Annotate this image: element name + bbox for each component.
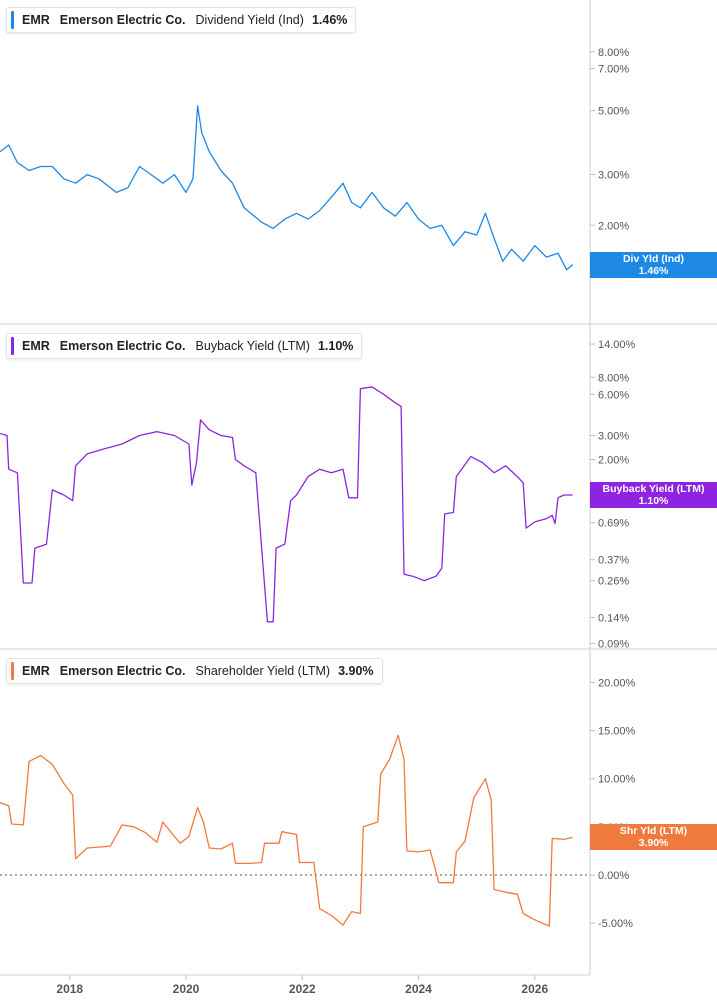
legend-value: 1.46% (311, 13, 348, 27)
legend-value: 3.90% (338, 664, 374, 678)
legend-value: 1.10% (317, 339, 354, 353)
legend-company: Emerson Electric Co. (59, 664, 186, 678)
last-value-badge-buyback: Buyback Yield (LTM) 1.10% (590, 482, 717, 509)
series-line-shareholder (0, 734, 573, 927)
badge-label: Shr Yld (LTM) (619, 825, 688, 838)
y-tick-label: 10.00% (598, 774, 636, 786)
badge-value: 1.10% (638, 495, 669, 508)
x-tick-label: 2018 (56, 982, 83, 996)
legend-buyback-yield: EMR Emerson Electric Co. Buyback Yield (… (6, 333, 363, 359)
y-tick-label: 0.26% (598, 576, 629, 588)
y-tick-label: 14.00% (598, 339, 636, 351)
y-tick-label: 0.69% (598, 518, 629, 530)
series-color-swatch (11, 11, 14, 29)
x-tick-label: 2020 (173, 982, 200, 996)
y-tick-label: 8.00% (598, 372, 629, 384)
legend-dividend-yield: EMR Emerson Electric Co. Dividend Yield … (6, 7, 357, 33)
series-line-buyback (0, 386, 573, 623)
badge-value: 1.46% (638, 264, 669, 277)
badge-label: Div Yld (Ind) (622, 252, 685, 265)
legend-ticker: EMR (22, 664, 50, 678)
y-tick-label: 0.37% (598, 555, 629, 567)
y-tick-label: 0.00% (598, 870, 629, 882)
y-tick-label: 8.00% (598, 47, 629, 59)
y-tick-label: 3.00% (598, 430, 629, 442)
badge-label: Buyback Yield (LTM) (602, 483, 705, 496)
y-tick-label: -5.00% (598, 918, 633, 930)
x-tick-label: 2024 (405, 982, 432, 996)
legend-metric: Dividend Yield (Ind) (195, 13, 304, 27)
y-tick-label: 2.00% (598, 220, 629, 232)
y-tick-label: 2.00% (598, 455, 629, 467)
y-tick-label: 7.00% (598, 64, 629, 76)
legend-ticker: EMR (22, 339, 50, 353)
series-color-swatch (11, 662, 14, 680)
last-value-badge-dividend: Div Yld (Ind) 1.46% (590, 251, 717, 278)
legend-shareholder-yield: EMR Emerson Electric Co. Shareholder Yie… (6, 658, 383, 684)
badge-value: 3.90% (638, 837, 669, 850)
y-tick-label: 3.00% (598, 170, 629, 182)
series-color-swatch (11, 337, 14, 355)
legend-ticker: EMR (22, 13, 50, 27)
legend-company: Emerson Electric Co. (59, 13, 186, 27)
x-tick-label: 2022 (289, 982, 316, 996)
x-tick-label: 2026 (521, 982, 548, 996)
legend-metric: Buyback Yield (LTM) (195, 339, 310, 353)
legend-metric: Shareholder Yield (LTM) (195, 664, 331, 678)
y-tick-label: 20.00% (598, 677, 636, 689)
y-tick-label: 15.00% (598, 726, 636, 738)
y-tick-label: 0.14% (598, 612, 629, 624)
y-tick-label: 6.00% (598, 389, 629, 401)
legend-company: Emerson Electric Co. (59, 339, 186, 353)
last-value-badge-shareholder: Shr Yld (LTM) 3.90% (590, 824, 717, 851)
y-tick-label: 0.09% (598, 639, 629, 651)
y-tick-label: 5.00% (598, 106, 629, 118)
series-line-dividend (0, 105, 574, 271)
